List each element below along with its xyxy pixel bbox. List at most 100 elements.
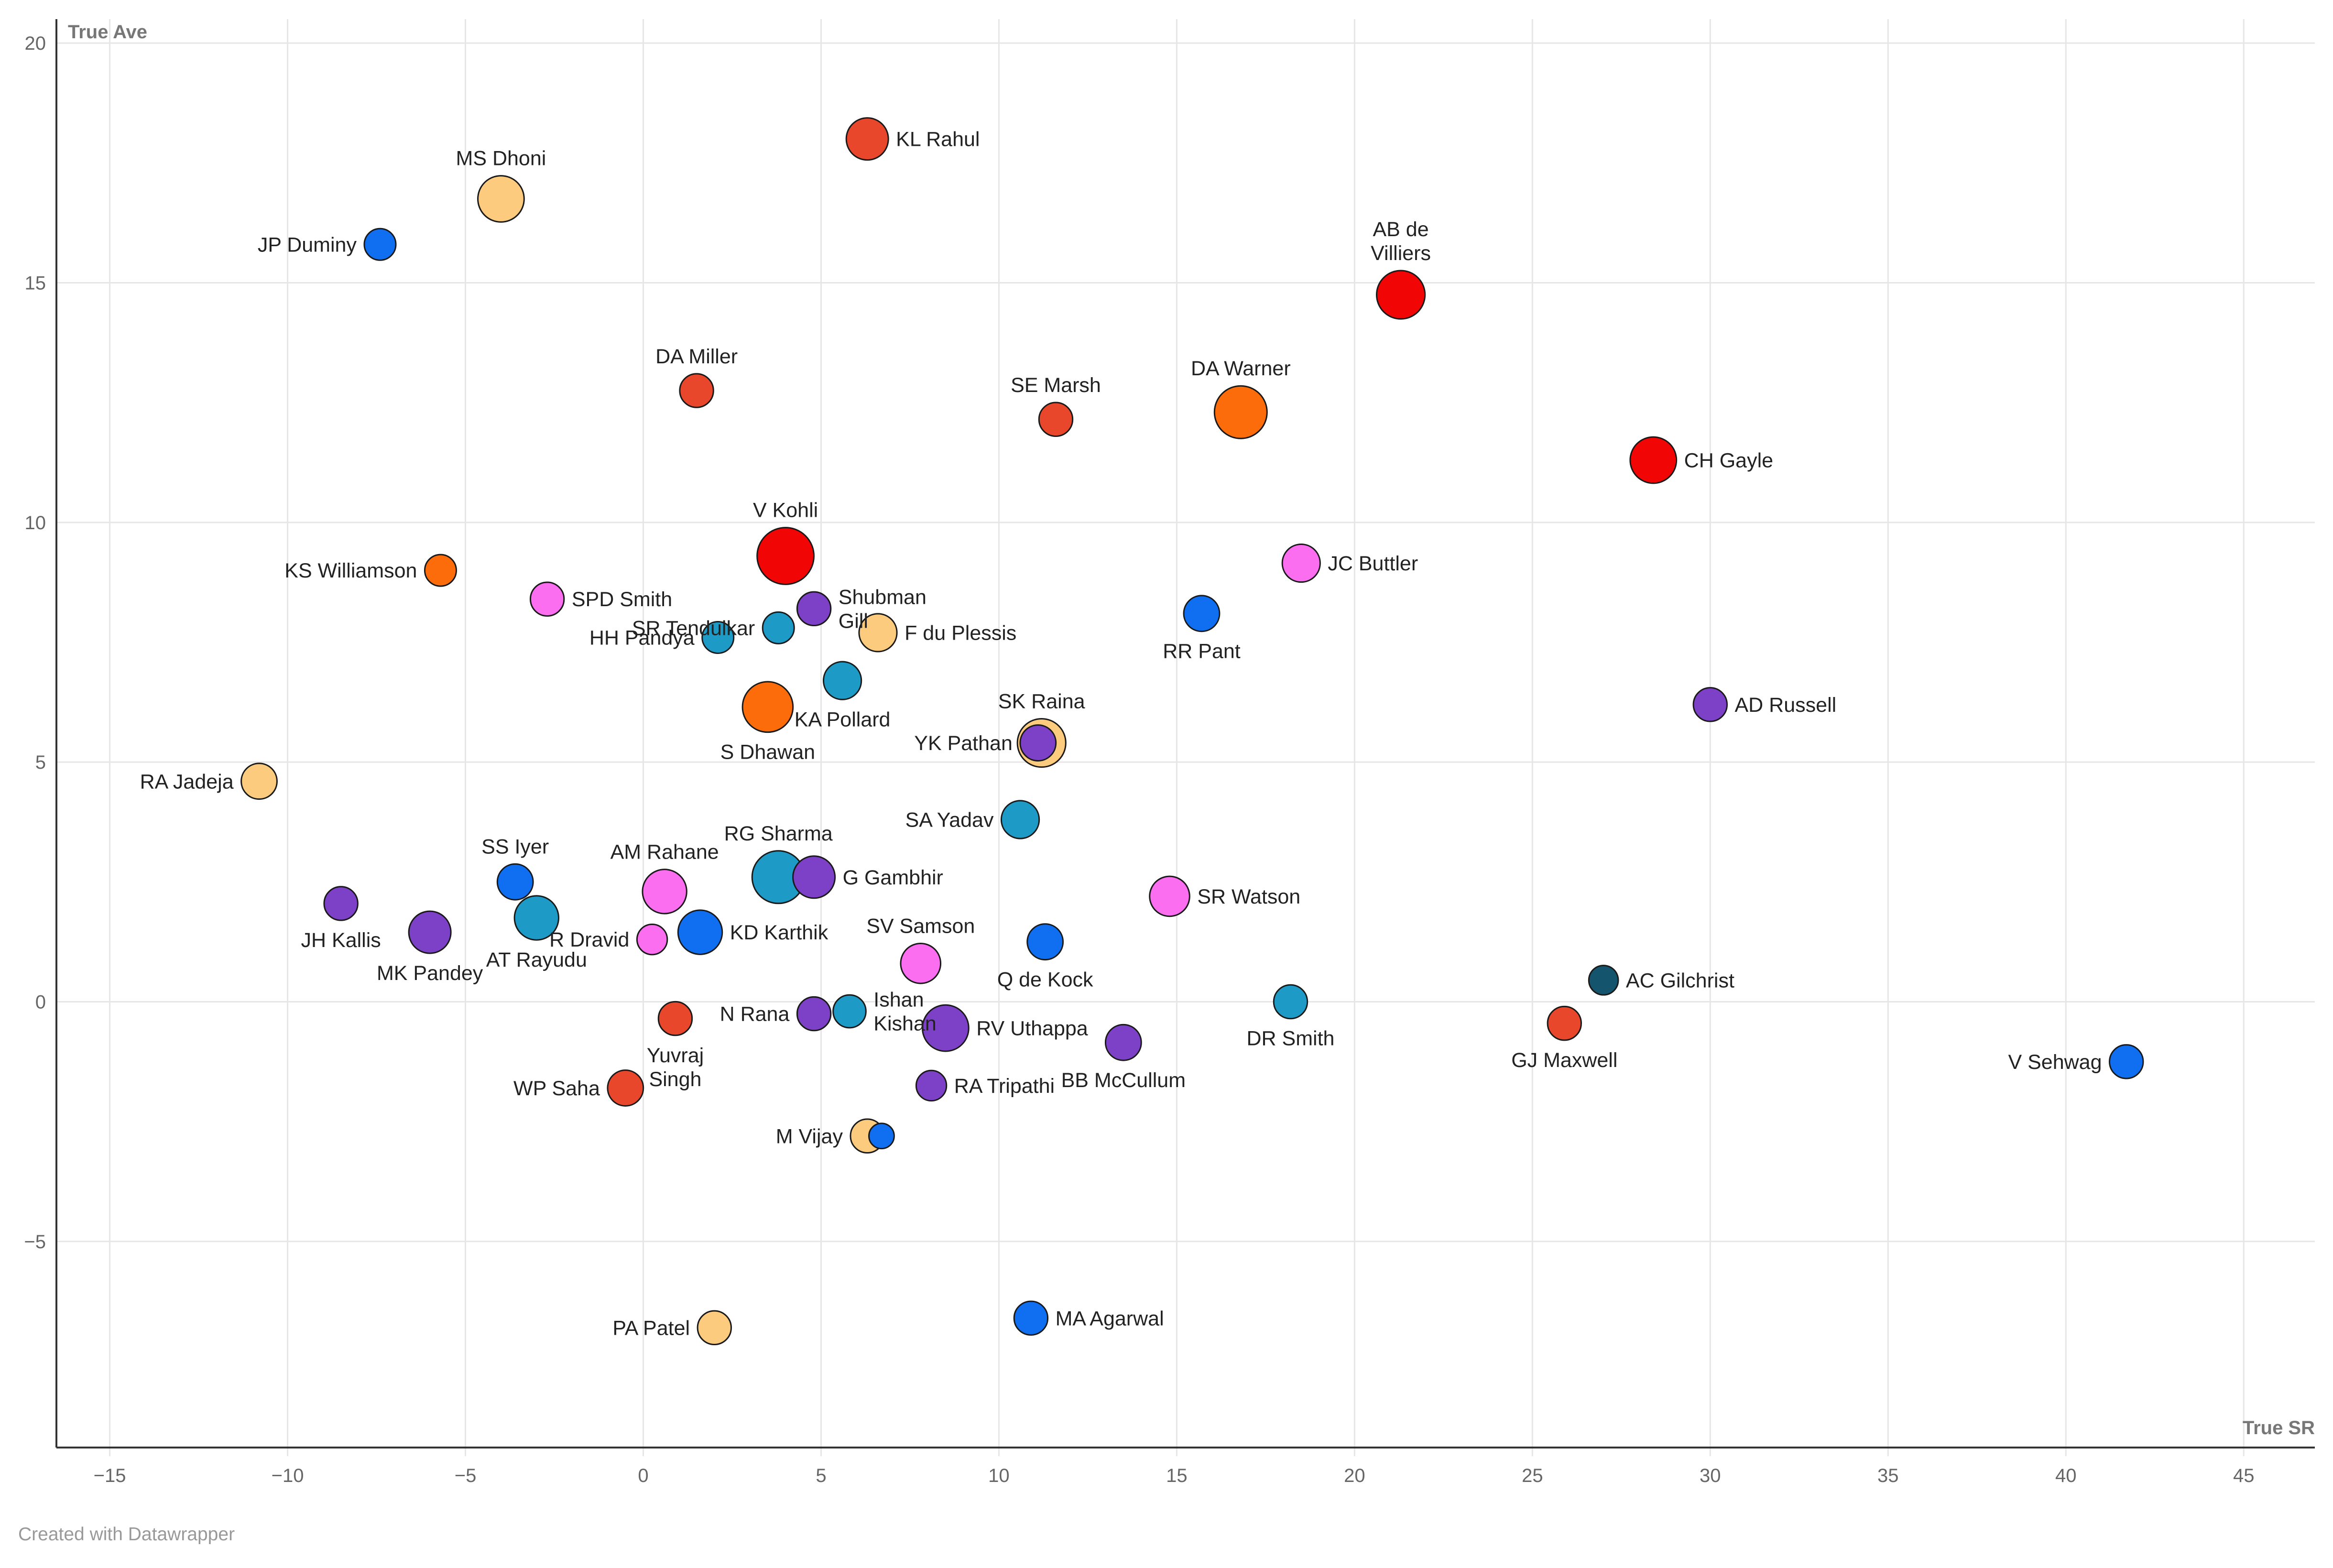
point-sr-watson[interactable] <box>1149 875 1190 917</box>
point-dr-smith[interactable] <box>1273 984 1308 1020</box>
y-tick-label: 0 <box>35 992 46 1013</box>
point-f-du-plessis[interactable] <box>858 613 898 653</box>
point-jc-buttler[interactable] <box>1281 543 1321 583</box>
point-jh-kallis[interactable] <box>323 886 359 921</box>
label-ishan-kishan: Ishan Kishan <box>873 989 936 1035</box>
x-tick-label: −10 <box>272 1465 304 1486</box>
x-tick-label: 35 <box>1877 1465 1899 1486</box>
tick-labels: −15 −10 −5 0 5 10 15 20 25 30 35 40 45 −5 0 5 10 15 20 <box>24 33 2254 1486</box>
label-ra-tripathi: RA Tripathi <box>954 1075 1055 1098</box>
point-pa-patel[interactable] <box>697 1310 732 1346</box>
point-ks-williamson[interactable] <box>424 554 457 587</box>
point-ma-agarwal[interactable] <box>1013 1300 1049 1336</box>
point-yuvraj-singh[interactable] <box>657 1001 693 1036</box>
label-ra-jadeja: RA Jadeja <box>140 770 234 793</box>
label-ss-iyer: SS Iyer <box>481 835 549 858</box>
point-mk-pandey[interactable] <box>408 910 452 954</box>
label-hh-pandya: HH Pandya <box>589 626 695 649</box>
point-n-rana[interactable] <box>796 996 832 1032</box>
label-jh-kallis: JH Kallis <box>301 929 381 952</box>
x-tick-label: −15 <box>94 1465 126 1486</box>
label-am-rahane: AM Rahane <box>611 841 719 864</box>
label-shubman-gill: Shubman Gill <box>839 586 927 632</box>
label-bb-mccullum: BB McCullum <box>1061 1069 1186 1092</box>
point-ss-iyer[interactable] <box>496 863 534 901</box>
axes <box>55 19 2315 1448</box>
label-dr-smith: DR Smith <box>1246 1027 1334 1050</box>
point-hh-pandya[interactable] <box>701 621 735 654</box>
y-axis-title: True Ave <box>68 22 147 43</box>
label-f-du-plessis: F du Plessis <box>905 621 1016 644</box>
label-ma-agarwal: MA Agarwal <box>1056 1307 1164 1330</box>
point-v-sehwag[interactable] <box>2109 1044 2144 1079</box>
datawrapper-credit: Created with Datawrapper <box>18 1524 235 1545</box>
point-wp-saha[interactable] <box>607 1069 644 1107</box>
label-yk-pathan: YK Pathan <box>914 732 1013 755</box>
point-kl-rahul[interactable] <box>845 117 889 161</box>
x-tick-label: 10 <box>988 1465 1010 1486</box>
point-da-miller[interactable] <box>679 373 714 408</box>
y-tick-label: 15 <box>25 272 46 294</box>
point-shubman-gill[interactable] <box>796 591 832 627</box>
point-at-rayudu[interactable] <box>513 895 560 941</box>
point-yk-pathan[interactable] <box>1019 724 1057 762</box>
label-sr-watson: SR Watson <box>1197 885 1300 908</box>
point-q-de-kock[interactable] <box>1026 923 1064 961</box>
label-ad-russell: AD Russell <box>1735 694 1837 717</box>
label-jc-buttler: JC Buttler <box>1328 552 1418 575</box>
label-ch-gayle: CH Gayle <box>1684 449 1773 472</box>
label-wp-saha: WP Saha <box>513 1077 600 1100</box>
point-ra-jadeja[interactable] <box>240 762 278 800</box>
label-da-miller: DA Miller <box>655 345 738 368</box>
point-sa-yadav[interactable] <box>1000 800 1040 839</box>
label-jp-duminy: JP Duminy <box>258 233 357 256</box>
point-ms-dhoni[interactable] <box>477 175 525 223</box>
point-ra-tripathi[interactable] <box>915 1069 948 1102</box>
point-da-warner[interactable] <box>1213 385 1268 439</box>
point-gj-maxwell[interactable] <box>1547 1005 1582 1041</box>
label-ac-gilchrist: AC Gilchrist <box>1626 969 1734 992</box>
x-axis-title: True SR <box>2243 1417 2315 1438</box>
point-s-dhawan[interactable] <box>741 681 794 733</box>
point-ac-gilchrist[interactable] <box>1588 965 1619 996</box>
label-rv-uthappa: RV Uthappa <box>976 1017 1088 1040</box>
point-rr-pant[interactable] <box>1183 595 1221 632</box>
label-v-kohli: V Kohli <box>753 499 818 522</box>
label-r-dravid: R Dravid <box>549 928 629 951</box>
label-sv-samson: SV Samson <box>866 915 975 937</box>
point-ch-gayle[interactable] <box>1629 436 1678 484</box>
x-tick-label: 25 <box>1522 1465 1543 1486</box>
y-tick-label: 20 <box>25 33 46 54</box>
point-am-rahane[interactable] <box>642 869 687 915</box>
y-tick-label: −5 <box>24 1231 46 1252</box>
point-ka-pollard[interactable] <box>823 661 862 700</box>
label-v-sehwag: V Sehwag <box>2008 1051 2102 1074</box>
point-bb-mccullum[interactable] <box>1104 1024 1142 1061</box>
point-r-dravid[interactable] <box>636 923 668 956</box>
point-ishan-kishan[interactable] <box>832 994 867 1029</box>
label-ms-dhoni: MS Dhoni <box>456 147 546 170</box>
label-kd-karthik: KD Karthik <box>730 921 829 944</box>
point-se-marsh[interactable] <box>1038 402 1074 437</box>
grid-lines <box>56 19 2315 1456</box>
point-spd-smith[interactable] <box>529 581 565 617</box>
point-sv-samson[interactable] <box>900 942 942 984</box>
label-mk-pandey: MK Pandey <box>377 962 483 985</box>
point-rv-uthappa[interactable] <box>921 1004 970 1052</box>
point-ab-de-villiers[interactable] <box>1375 270 1426 320</box>
point-v-kohli[interactable] <box>756 527 815 585</box>
point-jp-duminy[interactable] <box>363 228 397 261</box>
x-tick-label: 30 <box>1700 1465 1721 1486</box>
point-kd-karthik[interactable] <box>677 909 723 955</box>
point-g-gambhir[interactable] <box>792 855 836 899</box>
point-ad-russell[interactable] <box>1692 687 1728 722</box>
point-m-vijay-2[interactable] <box>868 1122 895 1150</box>
label-sa-yadav: SA Yadav <box>905 808 994 831</box>
point-sr-tendulkar[interactable] <box>762 611 795 644</box>
label-se-marsh: SE Marsh <box>1011 374 1101 397</box>
y-tick-label: 5 <box>35 752 46 773</box>
x-tick-label: 20 <box>1344 1465 1365 1486</box>
label-ks-williamson: KS Williamson <box>284 559 417 582</box>
x-tick-label: −5 <box>455 1465 477 1486</box>
